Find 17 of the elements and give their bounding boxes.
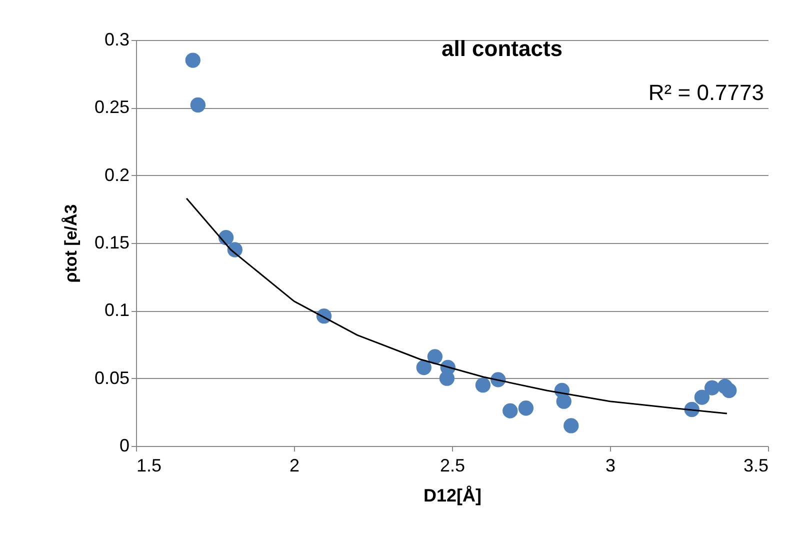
y-tick-label: 0.3 (104, 30, 130, 50)
y-tick-label: 0.25 (94, 97, 130, 118)
chart-title: all contacts (441, 36, 563, 61)
y-tick-label: 0 (119, 436, 130, 456)
line-series (186, 198, 728, 414)
x-tick-label: 2.5 (440, 456, 466, 476)
y-tick-label: 0.2 (104, 164, 130, 185)
x-tick-label: 3 (605, 456, 616, 476)
x-axis-title: D12[Å] (423, 486, 482, 506)
x-tick-label: 3.5 (743, 456, 768, 476)
y-axis-title: ρtot [e/Å3 (61, 204, 80, 283)
annotation: R² = 0.7773 (648, 80, 764, 105)
y-tick-label: 0.15 (94, 232, 130, 252)
y-tick-label: 0.05 (94, 368, 130, 388)
x-tick-label: 2 (289, 456, 300, 476)
y-tick-label: 0.1 (104, 300, 130, 320)
x-tick-label: 1.5 (136, 456, 162, 476)
